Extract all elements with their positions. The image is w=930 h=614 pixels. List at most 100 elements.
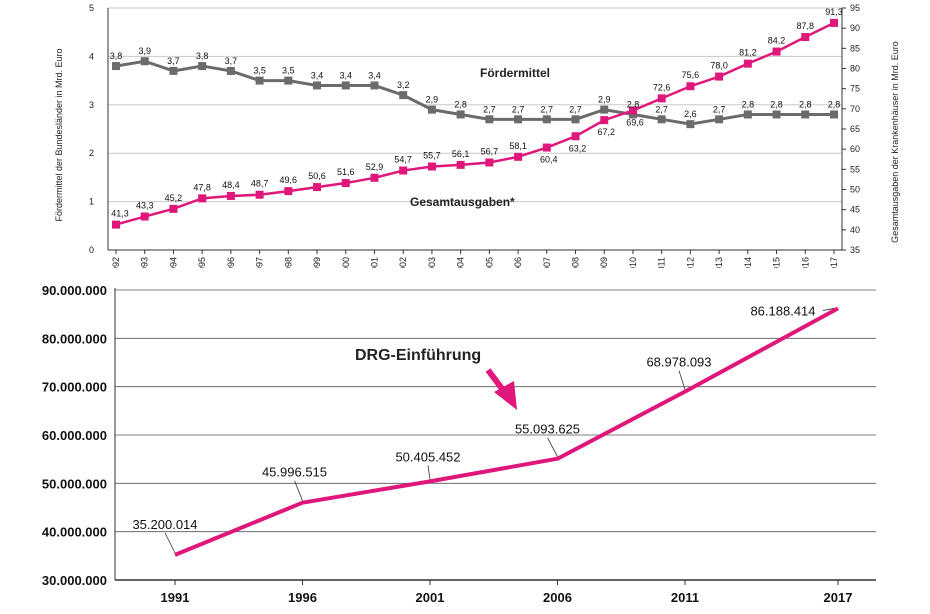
gesamtausgaben-data-label: 47,8: [193, 182, 211, 192]
foerdermittel-data-label: 3,9: [138, 46, 151, 56]
gesamtausgaben-point: [255, 190, 264, 199]
foerdermittel-point: [743, 110, 752, 119]
gesamtausgaben-data-label: 41,3: [111, 209, 129, 219]
bottom-x-tick-label: 2006: [543, 590, 572, 605]
top-right-tick-label: 65: [850, 124, 860, 134]
gesamtausgaben-point: [830, 18, 838, 27]
gesamtausgaben-data-label: 50,6: [308, 171, 326, 181]
foerdermittel-point: [801, 110, 810, 119]
cost-data-label: 45.996.515: [262, 465, 327, 480]
gesamtausgaben-data-label: 48,7: [251, 179, 269, 189]
foerdermittel-data-label: 2,8: [627, 99, 640, 109]
foerdermittel-point: [370, 81, 379, 90]
cost-label-leader: [547, 437, 558, 457]
foerdermittel-point: [772, 110, 781, 119]
foerdermittel-point: [542, 115, 551, 124]
gesamtausgaben-point: [140, 212, 149, 221]
bottom-y-tick-label: 60.000.000: [42, 428, 107, 443]
foerdermittel-data-label: 2,9: [598, 95, 611, 105]
foerdermittel-data-label: 2,8: [454, 99, 467, 109]
cost-label-leader: [164, 532, 176, 554]
bottom-x-tick-label: 2017: [824, 590, 853, 605]
bottom-x-tick-label: 1991: [161, 590, 190, 605]
top-right-tick-label: 80: [850, 64, 860, 74]
foerdermittel-data-label: 3,5: [253, 66, 266, 76]
series-name-gesamtausgaben: Gesamtausgaben*: [410, 195, 515, 209]
drg-arrow-head: [494, 381, 517, 410]
cost-data-label: 68.978.093: [646, 355, 711, 370]
gesamtausgaben-point: [313, 183, 322, 192]
foerdermittel-point: [628, 110, 637, 119]
bottom-y-tick-label: 40.000.000: [42, 525, 107, 540]
gesamtausgaben-data-label: 78,0: [710, 61, 728, 71]
gesamtausgaben-data-label: 69,6: [626, 117, 644, 127]
foerdermittel-data-label: 3,7: [167, 56, 180, 66]
foerdermittel-point: [686, 120, 695, 129]
top-x-tick-label: 2010: [628, 257, 638, 268]
top-x-tick-label: 1999: [312, 257, 322, 268]
cost-data-label: 86.188.414: [750, 303, 815, 318]
gesamtausgaben-data-label: 91,3: [825, 7, 843, 17]
foerdermittel-point: [514, 115, 523, 124]
gesamtausgaben-data-label: 72,6: [653, 82, 671, 92]
top-chart: Fördermittel der Bundesländer in Mrd. Eu…: [54, 3, 900, 268]
foerdermittel-point: [140, 57, 149, 66]
top-x-tick-label: 1995: [197, 257, 207, 268]
gesamtausgaben-point: [571, 132, 580, 141]
gesamtausgaben-data-label: 45,2: [165, 193, 183, 203]
top-right-tick-label: 70: [850, 104, 860, 114]
gesamtausgaben-data-label: 56,1: [452, 149, 470, 159]
foerdermittel-data-label: 2,6: [684, 109, 697, 119]
gesamtausgaben-point: [743, 59, 752, 68]
bottom-y-tick-label: 50.000.000: [42, 476, 107, 491]
foerdermittel-data-label: 2,7: [655, 104, 668, 114]
foerdermittel-data-label: 2,8: [742, 99, 755, 109]
top-right-tick-label: 60: [850, 144, 860, 154]
gesamtausgaben-point: [112, 220, 120, 229]
gesamtausgaben-point: [456, 160, 465, 169]
top-x-tick-label: 2011: [657, 257, 667, 268]
top-x-tick-label: 1998: [283, 257, 293, 268]
top-right-tick-label: 35: [850, 245, 860, 255]
foerdermittel-point: [600, 105, 609, 114]
cost-data-label: 50.405.452: [395, 449, 460, 464]
top-x-tick-label: 1994: [168, 257, 178, 268]
cost-data-label: 35.200.014: [132, 517, 197, 532]
top-left-tick-label: 5: [89, 3, 94, 13]
gesamtausgaben-data-label: 75,6: [682, 70, 700, 80]
gesamtausgaben-point: [628, 106, 637, 115]
foerdermittel-data-label: 2,7: [541, 104, 554, 114]
foerdermittel-data-label: 3,4: [311, 70, 324, 80]
top-right-tick-label: 45: [850, 205, 860, 215]
top-x-tick-label: 1996: [226, 257, 236, 268]
bottom-x-tick-label: 2001: [416, 590, 445, 605]
foerdermittel-point: [657, 115, 666, 124]
cost-line: [174, 306, 839, 557]
foerdermittel-data-label: 2,7: [569, 104, 582, 114]
gesamtausgaben-point: [772, 47, 781, 56]
foerdermittel-data-label: 2,7: [512, 104, 525, 114]
gesamtausgaben-point: [514, 152, 523, 161]
gesamtausgaben-data-label: 67,2: [597, 127, 615, 137]
cost-label-leader: [294, 480, 303, 501]
foerdermittel-point: [284, 76, 293, 85]
top-x-tick-label: 2017: [829, 257, 839, 268]
top-right-tick-label: 75: [850, 84, 860, 94]
foerdermittel-point: [112, 62, 120, 71]
top-left-tick-label: 2: [89, 148, 94, 158]
foerdermittel-point: [226, 66, 235, 75]
gesamtausgaben-data-label: 60,4: [540, 155, 558, 165]
foerdermittel-data-label: 3,8: [110, 51, 123, 61]
top-x-tick-label: 2004: [456, 257, 466, 268]
top-x-tick-label: 2013: [714, 257, 724, 268]
foerdermittel-data-label: 2,8: [770, 99, 783, 109]
top-x-tick-label: 2007: [542, 257, 552, 268]
top-x-tick-label: 1992: [111, 257, 121, 268]
top-left-tick-label: 0: [89, 245, 94, 255]
foerdermittel-data-label: 3,7: [225, 56, 238, 66]
top-x-tick-label: 2003: [427, 257, 437, 268]
foerdermittel-point: [341, 81, 350, 90]
top-right-tick-label: 85: [850, 43, 860, 53]
gesamtausgaben-data-label: 43,3: [136, 201, 154, 211]
gesamtausgaben-data-label: 48,4: [222, 180, 240, 190]
